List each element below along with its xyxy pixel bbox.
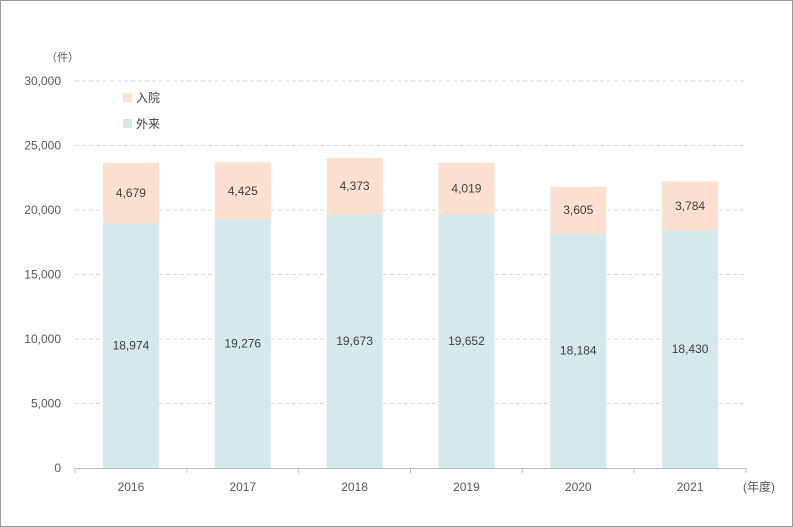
bar-outpatient-2016 (102, 223, 159, 468)
x-tick-label: 2020 (565, 480, 592, 494)
x-axis: 2016 2017 2018 2019 2020 2021 (74, 468, 747, 494)
y-tick-label: 20,000 (24, 203, 61, 217)
data-label: 18,184 (560, 344, 597, 358)
bar-outpatient-2021 (662, 230, 719, 468)
data-label: 4,373 (340, 179, 370, 193)
x-tick-label: 2019 (453, 480, 480, 494)
bar-inpatient-2018 (326, 157, 383, 215)
x-tick-label: 2017 (229, 480, 256, 494)
bar-inpatient-2019 (438, 162, 495, 215)
x-axis-unit-label: (年度) (743, 479, 775, 494)
legend-swatch (123, 93, 132, 102)
bar-inpatient-2020 (550, 186, 607, 234)
bar-outpatient-2019 (438, 214, 495, 468)
gridlines (75, 80, 746, 404)
data-label: 18,430 (672, 342, 709, 356)
data-label: 4,679 (116, 186, 146, 200)
data-label: 19,673 (336, 334, 373, 348)
bar-outpatient-2017 (214, 219, 271, 468)
y-tick-label: 15,000 (24, 268, 61, 282)
x-tick-label: 2016 (118, 480, 145, 494)
data-label: 3,784 (675, 199, 705, 213)
data-label: 4,019 (451, 182, 481, 196)
bar-inpatient-2017 (214, 162, 271, 220)
bar-inpatient-2016 (102, 162, 159, 224)
legend-label: 入院 (136, 91, 160, 105)
y-tick-label: 0 (54, 461, 61, 475)
data-label: 18,974 (113, 339, 150, 353)
data-label: 4,425 (228, 184, 258, 198)
legend-swatch (123, 119, 132, 128)
y-tick-label: 30,000 (24, 74, 61, 88)
bar-outpatient-2018 (326, 214, 383, 468)
bar-outpatient-2020 (550, 233, 607, 468)
y-tick-label: 10,000 (24, 332, 61, 346)
bar-inpatient-2021 (662, 181, 719, 231)
bars: 18,974 4,679 19,276 4,425 19,673 4,373 19,652 4… (102, 157, 719, 468)
x-tick-label: 2021 (677, 480, 704, 494)
data-label: 19,652 (448, 334, 485, 348)
x-tick-label: 2018 (341, 480, 368, 494)
y-tick-label: 5,000 (31, 397, 61, 411)
data-label: 3,605 (563, 203, 593, 217)
data-label: 19,276 (224, 337, 261, 351)
legend-label: 外来 (136, 117, 160, 131)
y-axis: 0 5,000 10,000 15,000 20,000 25,000 30,000 (24, 74, 61, 475)
y-tick-label: 25,000 (24, 139, 61, 153)
y-axis-unit-label: （件） (46, 51, 79, 64)
